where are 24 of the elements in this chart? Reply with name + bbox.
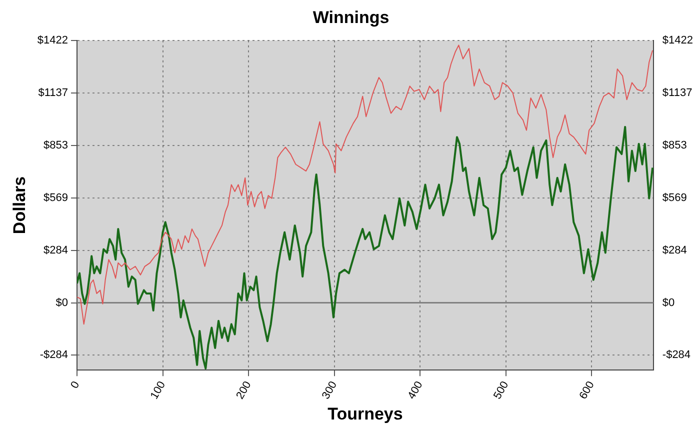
x-tick-label: 500 [492,379,512,402]
x-tick-label: 0 [68,379,82,391]
y-tick-label: -$284 [40,349,68,362]
y2-tick-label: $853 [662,139,687,152]
y-tick-label: $0 [56,296,68,309]
y-tick-label: $1137 [38,87,68,100]
x-tick-label: 300 [320,379,340,402]
y-axis-title: Dollars [10,176,29,234]
y2-tick-label: $0 [662,296,675,309]
y-tick-label: $569 [44,192,68,204]
y2-tick-label: $569 [662,192,687,204]
y2-tick-label: -$284 [662,349,691,362]
x-tick-label: 200 [234,379,254,402]
x-tick-label: 600 [577,379,597,402]
y2-tick-label: $284 [662,244,687,256]
x-tick-label: 100 [148,379,168,402]
x-tick-label: 400 [406,379,426,402]
chart-title: Winnings [312,8,390,27]
y-tick-label: $853 [44,139,68,152]
y-tick-label: $1422 [37,34,68,46]
y2-tick-label: $1137 [662,87,692,100]
y-tick-label: $284 [44,244,68,256]
y2-tick-label: $1422 [662,34,694,46]
x-axis-title: Tourneys [328,404,403,424]
